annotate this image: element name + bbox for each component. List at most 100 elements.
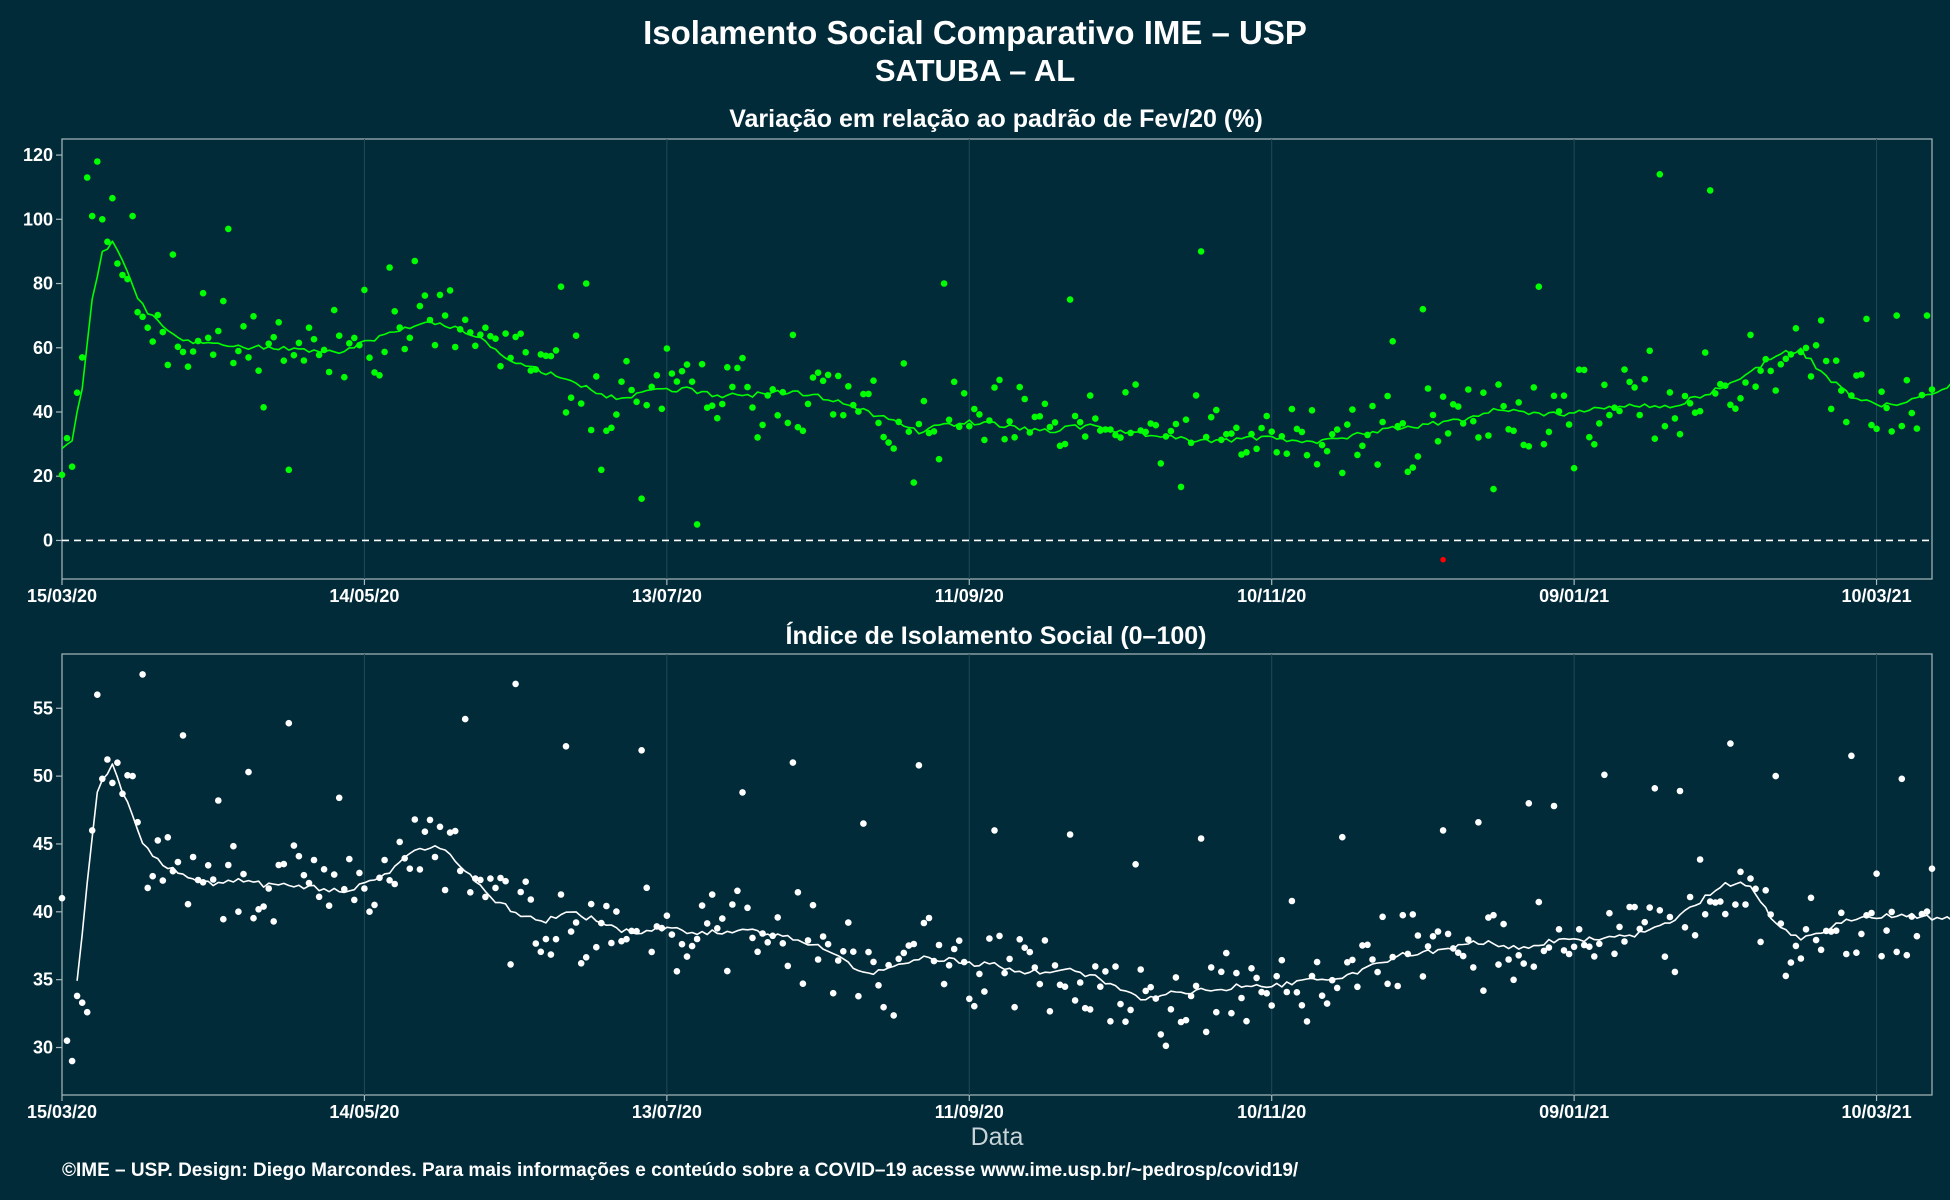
index-data-point (451, 827, 459, 835)
variation-data-point (1081, 433, 1089, 440)
index-x-tick-label: 15/03/20 (27, 1102, 97, 1122)
variation-data-point (482, 324, 489, 332)
index-data-point (739, 789, 746, 796)
index-data-point (1318, 992, 1326, 999)
index-data-point (1409, 911, 1417, 918)
variation-data-point (285, 466, 293, 474)
variation-data-point (270, 333, 278, 341)
index-data-point (1888, 908, 1895, 916)
variation-data-point (1076, 418, 1084, 426)
index-data-point (925, 914, 933, 922)
index-data-point (1490, 911, 1497, 919)
index-data-point (225, 861, 232, 869)
index-data-point (1575, 926, 1583, 933)
index-data-point (431, 853, 439, 861)
index-data-point (890, 1012, 897, 1019)
variation-data-point (739, 354, 746, 362)
index-data-point (729, 901, 736, 908)
variation-data-point (1122, 389, 1129, 396)
variation-data-point (1056, 442, 1064, 450)
index-data-point (1207, 964, 1215, 971)
variation-data-point (295, 339, 303, 347)
variation-data-point (290, 351, 298, 359)
index-data-point (557, 891, 565, 898)
variation-data-point (638, 495, 645, 503)
variation-data-point (451, 343, 459, 351)
variation-data-point (1843, 418, 1850, 426)
index-data-point (1747, 875, 1754, 882)
index-data-point (824, 940, 832, 948)
variation-data-point (1525, 443, 1533, 450)
index-data-point (1505, 956, 1512, 963)
variation-data-point (99, 216, 106, 223)
variation-data-point (391, 308, 399, 315)
index-data-point (341, 885, 348, 893)
index-data-point (1192, 982, 1200, 990)
variation-data-point (557, 283, 565, 291)
variation-data-point (1631, 384, 1638, 391)
index-data-point (1681, 924, 1689, 931)
index-data-point (1172, 974, 1180, 981)
variation-x-tick-label: 11/09/20 (935, 586, 1004, 606)
variation-data-point (789, 331, 797, 339)
variation-data-point (1223, 430, 1230, 438)
variation-data-point (1001, 435, 1008, 443)
index-data-point (1560, 947, 1568, 954)
index-data-point (1081, 1004, 1089, 1012)
index-data-point (1586, 943, 1593, 950)
index-data-point (1031, 964, 1039, 971)
variation-data-point (683, 361, 691, 368)
variation-data-point (1515, 399, 1522, 406)
variation-data-point (1409, 464, 1417, 471)
index-data-point (950, 945, 958, 953)
index-data-point (250, 914, 257, 922)
variation-data-point (905, 428, 913, 436)
index-data-point (1016, 936, 1023, 943)
index-data-point (804, 937, 812, 944)
credits-text: ©IME – USP. Design: Diego Marcondes. Par… (62, 1160, 1299, 1181)
index-x-tick-label: 13/07/20 (632, 1102, 702, 1122)
index-data-point (1142, 987, 1149, 995)
variation-data-point (265, 340, 273, 348)
index-data-point (1122, 1018, 1129, 1025)
index-data-point (724, 967, 731, 975)
variation-data-point (1086, 392, 1094, 399)
variation-data-point (416, 302, 424, 310)
index-data-point (522, 878, 529, 885)
variation-data-point (1510, 427, 1517, 435)
variation-data-point (729, 383, 736, 391)
index-data-point (1273, 972, 1280, 980)
variation-data-point (1046, 423, 1054, 431)
index-y-tick-label: 35 (33, 970, 53, 990)
variation-data-point (1727, 401, 1734, 409)
index-data-point (1137, 966, 1144, 973)
variation-data-point (582, 280, 590, 287)
variation-x-tick-label: 10/11/20 (1237, 586, 1306, 606)
variation-data-point (1596, 420, 1603, 427)
index-data-point (184, 900, 192, 908)
index-data-point (1313, 958, 1321, 966)
index-data-point (1147, 983, 1154, 991)
index-data-point (734, 887, 741, 895)
variation-data-point (497, 362, 504, 370)
variation-data-point (608, 424, 615, 432)
variation-data-point (1424, 385, 1432, 392)
index-data-point (386, 877, 393, 884)
index-data-point (366, 908, 373, 915)
index-data-point (1510, 976, 1517, 984)
variation-data-point (673, 378, 681, 385)
variation-data-point (976, 411, 983, 418)
variation-data-point (1555, 408, 1563, 415)
variation-data-point (1041, 400, 1049, 408)
index-data-point (693, 935, 701, 943)
index-data-point (1439, 827, 1447, 834)
index-data-point (1580, 941, 1588, 949)
variation-data-point (386, 264, 393, 271)
variation-y-tick-label: 80 (33, 274, 53, 294)
variation-data-point (215, 327, 222, 335)
index-data-point (769, 932, 776, 940)
variation-data-point (1747, 331, 1754, 339)
variation-data-point (950, 378, 958, 386)
variation-data-point (870, 377, 877, 385)
variation-data-point (1681, 392, 1689, 400)
